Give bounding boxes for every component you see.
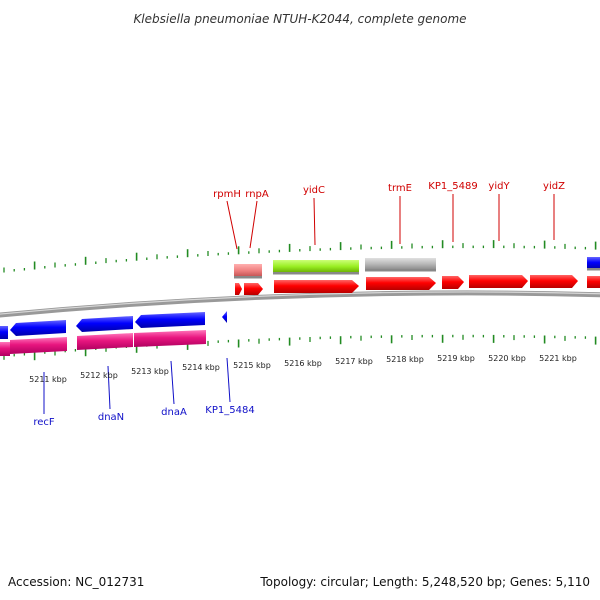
label-yidZ[interactable]: yidZ [543, 181, 565, 240]
scale-label-5220: 5220 kbp [488, 354, 526, 363]
accession-text: Accession: NC_012731 [8, 575, 144, 589]
label-trmE[interactable]: trmE [388, 183, 412, 244]
leader-yidC [313, 197, 316, 246]
backbone-arc [0, 290, 600, 318]
label-trmE-text: trmE [388, 183, 412, 194]
scale-label-5219: 5219 kbp [437, 354, 475, 363]
label-yidY-text: yidY [488, 181, 510, 192]
gene-recF[interactable] [10, 320, 66, 336]
tick-row-bottom [3, 334, 597, 361]
gene-yidY[interactable] [469, 275, 528, 288]
dnaA-gene-box[interactable] [134, 330, 206, 347]
gene-KP1_5489[interactable] [442, 276, 464, 289]
label-rpmH-text: rpmH [213, 189, 241, 200]
label-dnaA[interactable]: dnaA [161, 360, 187, 418]
top-gene-labels: rpmH rnpA yidC trmE KP1_5489 yidY yidZ [213, 181, 565, 250]
yidC-rna-base [273, 272, 359, 275]
label-KP1_5484-text: KP1_5484 [205, 405, 254, 416]
gene-rnpA[interactable] [244, 283, 263, 295]
label-yidZ-text: yidZ [543, 181, 565, 192]
scale-label-5214: 5214 kbp [182, 363, 220, 372]
scale-label-5212: 5212 kbp [80, 371, 118, 380]
label-yidC-text: yidC [303, 185, 325, 196]
scale-label-5216: 5216 kbp [284, 359, 322, 368]
rnpA-rna-base [234, 276, 262, 279]
gene-edge-left-blue[interactable] [0, 326, 8, 339]
scale-label-5211: 5211 kbp [29, 375, 67, 384]
gene-rpmH[interactable] [235, 283, 242, 295]
trmE-misc-base [365, 269, 436, 272]
forward-strand-features [234, 257, 600, 295]
leader-rnpA [249, 200, 258, 249]
tick-row-top [3, 240, 597, 273]
label-rnpA-text: rnpA [245, 189, 269, 200]
dnaN-gene-box[interactable] [77, 333, 133, 350]
scale-label-5213: 5213 kbp [131, 367, 169, 376]
label-dnaN-text: dnaN [98, 412, 124, 423]
gene-edge-blue[interactable] [587, 257, 600, 269]
gene-edge-blue-base [587, 268, 600, 271]
scale-label-5221: 5221 kbp [539, 354, 577, 363]
label-yidY[interactable]: yidY [488, 181, 510, 241]
scale-label-5215: 5215 kbp [233, 361, 271, 370]
label-KP1_5484[interactable]: KP1_5484 [205, 357, 255, 416]
gene-trmE[interactable] [366, 277, 436, 290]
label-dnaA-text: dnaA [161, 407, 187, 418]
gene-edge-red[interactable] [587, 276, 600, 288]
gene-dnaN[interactable] [76, 316, 133, 332]
reverse-strand-features [0, 311, 227, 356]
leader-dnaN [107, 365, 111, 410]
leader-KP1_5484 [226, 357, 231, 403]
leader-dnaA [170, 360, 175, 405]
scale-label-5218: 5218 kbp [386, 355, 424, 364]
label-rpmH[interactable]: rpmH [213, 189, 241, 250]
yidC-rna-box[interactable] [273, 260, 359, 273]
label-KP1_5489[interactable]: KP1_5489 [428, 181, 478, 242]
label-dnaN[interactable]: dnaN [98, 365, 124, 423]
gene-edge-left-pink[interactable] [0, 342, 10, 356]
bottom-gene-labels: recF dnaN dnaA KP1_5484 [33, 357, 255, 428]
gene-yidC[interactable] [274, 280, 359, 293]
label-recF[interactable]: recF [33, 372, 55, 428]
gene-KP1_5484[interactable] [222, 311, 227, 323]
label-yidC[interactable]: yidC [303, 185, 325, 246]
leader-rpmH [226, 200, 238, 250]
trmE-misc-box[interactable] [365, 258, 436, 270]
recF-gene-box[interactable] [10, 337, 67, 354]
gene-dnaA[interactable] [135, 312, 205, 328]
backbone-arc-highlight [0, 291, 600, 315]
topology-text: Topology: circular; Length: 5,248,520 bp… [259, 575, 590, 589]
map-title: Klebsiella pneumoniae NTUH-K2044, comple… [133, 12, 466, 26]
label-recF-text: recF [33, 417, 55, 428]
label-rnpA[interactable]: rnpA [245, 189, 269, 249]
rnpA-rna-box[interactable] [234, 264, 262, 277]
scale-label-5217: 5217 kbp [335, 357, 373, 366]
gene-yidZ[interactable] [530, 275, 578, 288]
backbone [0, 290, 600, 318]
label-KP1_5489-text: KP1_5489 [428, 181, 477, 192]
scale-labels: 5211 kbp 5212 kbp 5213 kbp 5214 kbp 5215… [29, 354, 577, 384]
